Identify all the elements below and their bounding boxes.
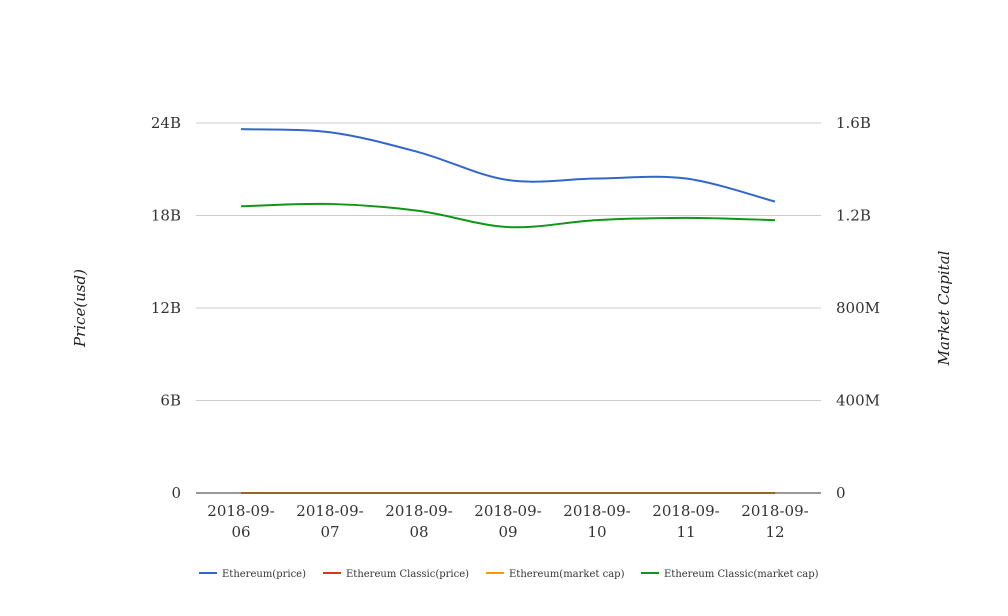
right-tick-label: 400M xyxy=(836,392,880,410)
left-tick-label: 12B xyxy=(151,299,181,317)
left-tick-label: 24B xyxy=(151,114,181,132)
x-tick-label: 2018-09-07 xyxy=(296,502,363,541)
x-tick-label: 2018-09-08 xyxy=(385,502,452,541)
legend-item[interactable]: Ethereum Classic(price) xyxy=(323,569,469,580)
x-axis-ticks: 2018-09-06 2018-09-07 2018-09-08 2018-09-09… xyxy=(207,502,808,541)
legend-label: Ethereum Classic(market cap) xyxy=(664,569,819,580)
x-tick-label: 2018-09-06 xyxy=(207,502,274,541)
left-tick-label: 18B xyxy=(151,207,181,225)
left-tick-label: 6B xyxy=(160,392,181,410)
left-tick-label: 0 xyxy=(171,484,181,502)
right-tick-label: 800M xyxy=(836,299,880,317)
legend[interactable]: Ethereum(price) Ethereum Classic(price) Et… xyxy=(199,569,819,580)
right-tick-label: 0 xyxy=(836,484,846,502)
right-axis-title: Market Capital xyxy=(935,250,953,366)
legend-item[interactable]: Ethereum Classic(market cap) xyxy=(641,569,819,580)
series-line-4 xyxy=(240,202,776,229)
x-tick-label: 2018-09-09 xyxy=(474,502,541,541)
legend-item[interactable]: Ethereum(price) xyxy=(199,569,306,580)
x-tick-label: 2018-09-11 xyxy=(652,502,719,541)
series-layer xyxy=(240,128,776,495)
legend-label: Ethereum(price) xyxy=(222,569,306,580)
legend-item[interactable]: Ethereum(market cap) xyxy=(486,569,625,580)
left-axis-title: Price(usd) xyxy=(71,269,89,348)
series-line-1 xyxy=(240,128,776,203)
right-axis-ticks: 0 400M 800M 1.2B 1.6B xyxy=(836,114,880,502)
x-tick-label: 2018-09-12 xyxy=(741,502,808,541)
gridlines xyxy=(196,122,821,401)
x-tick-label: 2018-09-10 xyxy=(563,502,630,541)
right-tick-label: 1.2B xyxy=(836,207,871,225)
left-axis-ticks: 0 6B 12B 18B 24B xyxy=(151,114,181,502)
legend-label: Ethereum Classic(price) xyxy=(346,569,469,580)
legend-label: Ethereum(market cap) xyxy=(509,569,625,580)
right-tick-label: 1.6B xyxy=(836,114,871,132)
